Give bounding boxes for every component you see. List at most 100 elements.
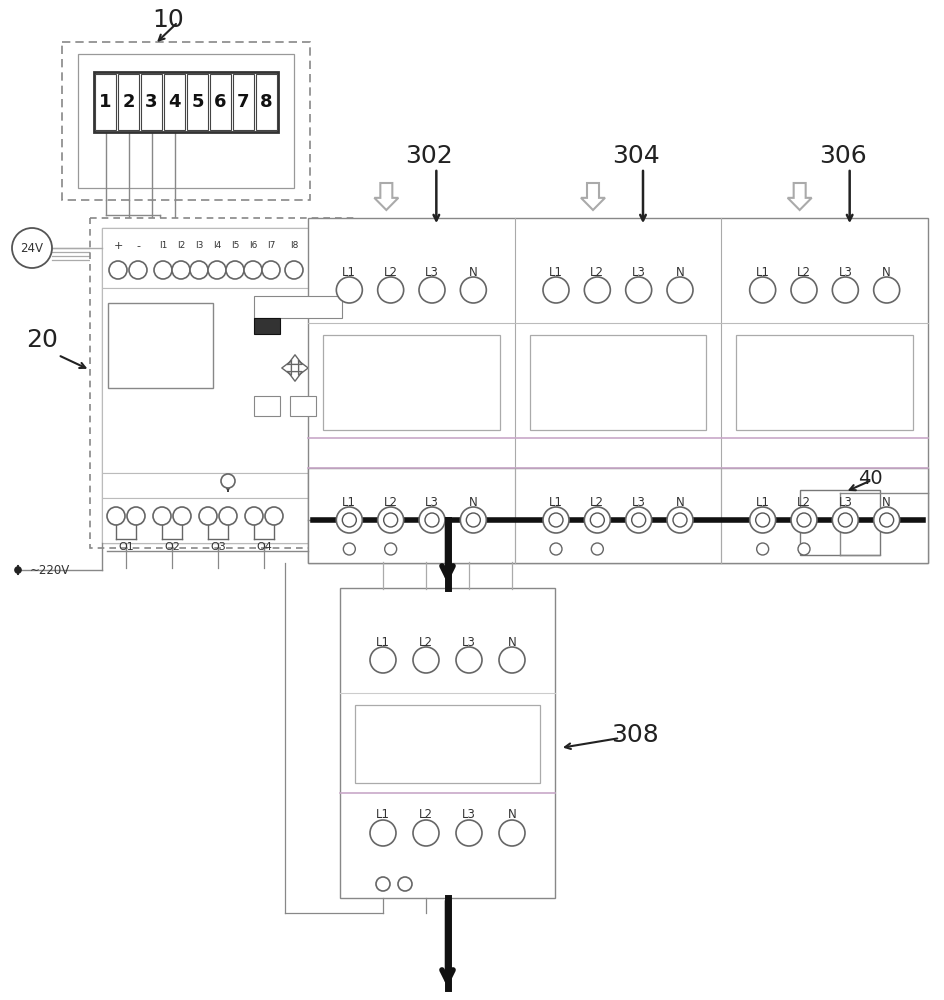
Circle shape	[153, 507, 171, 525]
Circle shape	[873, 277, 899, 303]
Circle shape	[465, 513, 480, 527]
Circle shape	[666, 507, 692, 533]
Circle shape	[666, 277, 692, 303]
Polygon shape	[298, 361, 308, 375]
Bar	[102, 228, 349, 288]
Bar	[95, 74, 116, 130]
Text: I7: I7	[266, 241, 275, 250]
Text: I6: I6	[248, 241, 257, 250]
Circle shape	[749, 507, 775, 533]
Text: O3: O3	[210, 542, 226, 552]
Text: L3: L3	[425, 495, 438, 508]
Bar	[340, 588, 554, 898]
Bar	[254, 318, 279, 334]
Text: L3: L3	[462, 808, 476, 821]
Text: L2: L2	[590, 495, 604, 508]
Circle shape	[460, 277, 486, 303]
Text: L2: L2	[590, 265, 604, 278]
Circle shape	[756, 543, 767, 555]
Polygon shape	[288, 355, 302, 364]
Circle shape	[285, 261, 303, 279]
Circle shape	[199, 507, 217, 525]
Text: L3: L3	[837, 495, 851, 508]
Bar	[102, 473, 349, 498]
Circle shape	[336, 277, 362, 303]
Text: N: N	[507, 636, 515, 648]
Circle shape	[219, 507, 237, 525]
Text: N: N	[507, 808, 515, 821]
Circle shape	[755, 513, 768, 527]
Bar	[355, 705, 539, 783]
Text: L1: L1	[548, 495, 563, 508]
Circle shape	[456, 820, 481, 846]
Bar	[187, 74, 208, 130]
Bar	[78, 54, 294, 188]
Bar	[118, 74, 139, 130]
Bar	[93, 72, 278, 132]
Circle shape	[460, 507, 486, 533]
Text: L2: L2	[418, 808, 432, 821]
Circle shape	[384, 543, 396, 555]
Text: 2: 2	[122, 93, 135, 111]
Bar	[164, 74, 185, 130]
Circle shape	[590, 513, 604, 527]
Text: 308: 308	[611, 723, 658, 747]
Text: O1: O1	[118, 542, 134, 552]
Bar	[102, 228, 349, 543]
Text: L3: L3	[631, 495, 645, 508]
Circle shape	[261, 261, 279, 279]
Bar	[62, 42, 310, 200]
Text: L2: L2	[383, 265, 397, 278]
Text: I4: I4	[212, 241, 221, 250]
Text: ~220V: ~220V	[30, 564, 70, 576]
Circle shape	[672, 513, 686, 527]
Text: L2: L2	[796, 265, 810, 278]
Circle shape	[126, 507, 144, 525]
Circle shape	[498, 820, 525, 846]
Text: L2: L2	[796, 495, 810, 508]
Text: L3: L3	[837, 265, 851, 278]
Circle shape	[413, 820, 439, 846]
Circle shape	[370, 820, 396, 846]
Text: 306: 306	[818, 144, 866, 168]
Circle shape	[456, 647, 481, 673]
Text: I2: I2	[177, 241, 185, 250]
Text: 10: 10	[152, 8, 184, 32]
Text: N: N	[468, 495, 478, 508]
Text: L1: L1	[376, 636, 390, 648]
Circle shape	[154, 261, 172, 279]
Circle shape	[425, 513, 439, 527]
Circle shape	[832, 277, 857, 303]
Circle shape	[631, 513, 645, 527]
Circle shape	[418, 277, 445, 303]
Circle shape	[790, 277, 817, 303]
Circle shape	[543, 277, 568, 303]
Bar	[102, 498, 349, 543]
Text: O2: O2	[164, 542, 179, 552]
Circle shape	[591, 543, 602, 555]
Text: N: N	[882, 265, 890, 278]
Circle shape	[244, 507, 262, 525]
Text: 7: 7	[237, 93, 249, 111]
Circle shape	[173, 507, 191, 525]
Polygon shape	[374, 183, 398, 210]
Text: I5: I5	[230, 241, 239, 250]
Circle shape	[109, 261, 126, 279]
Bar	[800, 490, 879, 555]
Circle shape	[190, 261, 208, 279]
Circle shape	[378, 507, 403, 533]
Circle shape	[264, 507, 282, 525]
Bar	[256, 74, 277, 130]
Circle shape	[226, 261, 244, 279]
Text: N: N	[675, 495, 683, 508]
Text: -: -	[136, 241, 140, 251]
Polygon shape	[281, 361, 291, 375]
Text: I3: I3	[194, 241, 203, 250]
Text: L3: L3	[425, 265, 438, 278]
Text: N: N	[675, 265, 683, 278]
Circle shape	[832, 507, 857, 533]
Bar	[233, 74, 254, 130]
Circle shape	[548, 513, 563, 527]
Circle shape	[221, 474, 235, 488]
Circle shape	[625, 277, 651, 303]
